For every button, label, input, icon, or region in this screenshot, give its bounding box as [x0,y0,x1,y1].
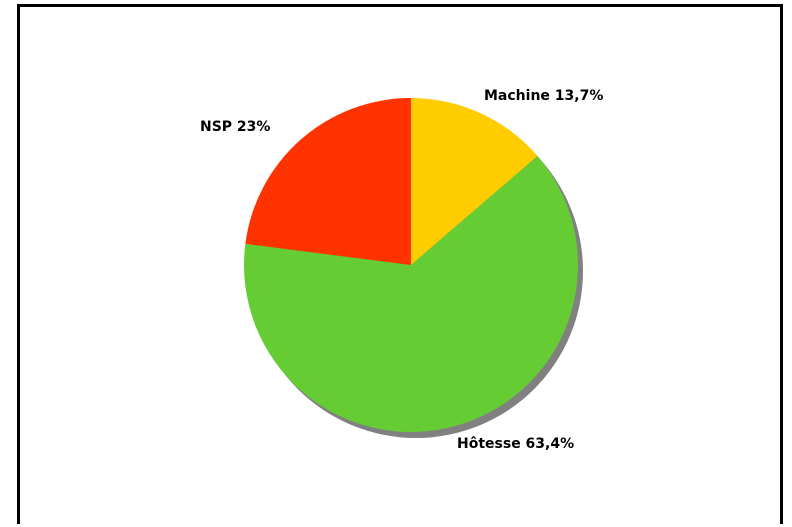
slice-label-hotesse: Hôtesse 63,4% [457,436,574,452]
pie-slice-nsp [245,98,411,265]
chart-frame: Machine 13,7% Hôtesse 63,4% NSP 23% [17,4,783,524]
pie-chart: Machine 13,7% Hôtesse 63,4% NSP 23% [200,88,603,452]
slice-label-nsp: NSP 23% [200,119,270,135]
pie-labels-layer: Machine 13,7% Hôtesse 63,4% NSP 23% [200,88,603,452]
pie-slices-layer [244,97,579,433]
pie-slice-machine [411,97,538,265]
pie-slice-hotesse [244,156,579,433]
slice-label-machine: Machine 13,7% [484,88,603,104]
